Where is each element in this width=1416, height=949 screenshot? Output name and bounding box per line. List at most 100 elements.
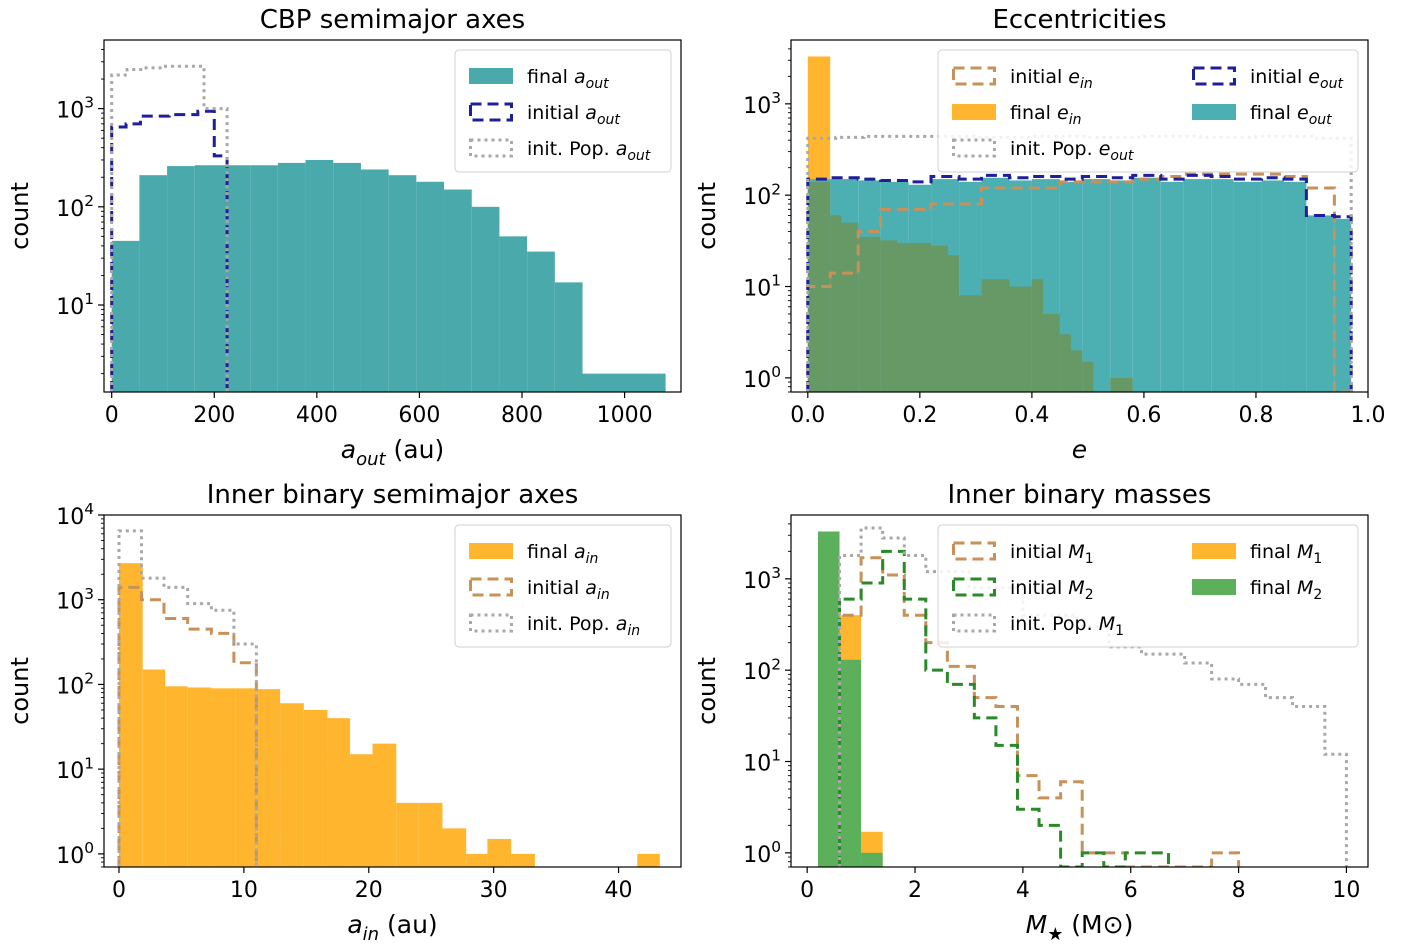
y-tick-label: 101 [56, 290, 94, 320]
panel-title: Inner binary semimajor axes [207, 480, 579, 510]
x-tick-label: 0 [112, 878, 126, 903]
legend-swatch [1192, 66, 1236, 86]
series-overlap-bar [931, 245, 948, 392]
series-overlap-bar [947, 255, 960, 392]
y-tick-label: 103 [56, 585, 94, 615]
panel-4: 0 2 4 6 8 10 100 101 102 103 Inner binary masses co… [693, 480, 1369, 945]
x-tick-label: 4 [1016, 878, 1030, 903]
series-fill-4-bar [1261, 180, 1284, 392]
series-fill-0-bar [442, 828, 467, 867]
legend-swatch [469, 68, 513, 84]
series-overlap-bar [897, 242, 932, 392]
legend: initial ein initial eout init. Pop. eout fi… [937, 49, 1359, 173]
x-axis-label: e [1072, 435, 1087, 464]
y-tick-label: 103 [56, 94, 94, 124]
legend: final ain initial ain init. Pop. ain [454, 524, 672, 648]
series-fill-0-bar [360, 169, 389, 392]
x-tick-label: 0 [800, 878, 814, 903]
legend-label: final ein [1010, 102, 1081, 128]
series-fill-0 [118, 563, 660, 867]
series-fill-0-bar [350, 754, 373, 867]
legend-label: initial M2 [1010, 577, 1094, 603]
series-fill-0-bar [277, 162, 306, 392]
series-fill-0-bar [167, 166, 195, 392]
legend-label: initial eout [1250, 66, 1343, 92]
legend-label: initial ein [1010, 66, 1093, 92]
series-overlap-bar [1059, 334, 1072, 392]
legend: final aout initial aout init. Pop. aout [454, 49, 672, 173]
series-fill-4-bar [1183, 179, 1212, 392]
legend-label: init. Pop. M1 [1010, 613, 1124, 639]
x-tick-label: 0.4 [1014, 403, 1049, 428]
x-axis-label: M★ (M⊙) [1026, 910, 1134, 945]
series-fill-0-bar [637, 853, 660, 867]
series-fill-0-bar [396, 802, 419, 867]
series-fill-0-bar [466, 853, 488, 867]
series-fill-0-bar [211, 688, 236, 867]
series-fill-0-bar [327, 718, 351, 867]
legend-label: init. Pop. aout [527, 138, 651, 164]
series-dashed-1 [110, 109, 229, 392]
series-fill-0-bar [142, 669, 166, 867]
legend-swatch [469, 102, 513, 122]
series-dashed-0 [806, 172, 1352, 392]
series-overlap-bar [858, 236, 881, 392]
series-fill-0-bar [165, 686, 188, 867]
legend-swatch [952, 577, 996, 597]
y-axis-label: count [693, 182, 721, 250]
series-fill-0-bar [118, 563, 143, 867]
plot-area [117, 529, 660, 867]
panel-3: 0 10 20 30 40 100 101 102 103 104 Inner binary sem… [6, 480, 682, 945]
x-tick-label: 400 [296, 403, 338, 428]
series-fill-0-bar [303, 709, 328, 867]
legend-swatch [1192, 579, 1236, 595]
x-axis-label: ain (au) [347, 910, 437, 945]
plot-area [806, 56, 1353, 392]
series-overlap [807, 181, 1133, 392]
y-tick-label: 101 [56, 754, 94, 784]
x-tick-label: 1000 [597, 403, 653, 428]
x-axis-label: aout (au) [341, 435, 444, 470]
legend-label: initial aout [527, 102, 620, 128]
series-fill-0-bar [111, 240, 140, 392]
series-fill-4-bar [1283, 181, 1307, 392]
panel-1: 0 200 400 600 800 1000 101 102 103 CBP semimajor … [6, 5, 682, 470]
series-fill-4-bar [839, 659, 862, 867]
legend-label: init. Pop. ain [527, 613, 640, 639]
y-tick-label: 102 [743, 180, 781, 210]
series-fill-0-bar [511, 853, 535, 867]
legend-swatch [469, 613, 513, 633]
series-overlap-bar [981, 279, 1010, 392]
series-dashed-1 [806, 173, 1353, 392]
series-fill-4-bar [861, 852, 883, 867]
series-fill-0-bar [194, 165, 223, 392]
series-fill-0-bar [372, 743, 397, 867]
x-tick-label: 0.0 [790, 403, 825, 428]
legend-swatch [469, 543, 513, 559]
series-overlap-bar [880, 240, 898, 392]
y-tick-label: 102 [743, 655, 781, 685]
legend-swatch [952, 104, 996, 120]
legend-swatch [952, 613, 996, 633]
series-fill-4-bar [1110, 180, 1133, 392]
series-fill-0-bar [444, 189, 472, 392]
series-fill-4-bar [1082, 179, 1111, 392]
series-fill-0-bar [388, 175, 417, 392]
series-dashed-1 [117, 585, 258, 867]
legend-swatch [952, 541, 996, 561]
series-fill-0-bar [256, 689, 281, 867]
legend: initial M1 initial M2 init. Pop. M1 final M… [937, 524, 1359, 648]
y-tick-label: 103 [743, 564, 781, 594]
panel-title: CBP semimajor axes [260, 5, 525, 35]
series-fill-0-bar [187, 687, 212, 867]
legend-swatch [952, 66, 996, 86]
series-fill-0-bar [139, 175, 168, 392]
x-tick-label: 0 [105, 403, 119, 428]
series-overlap-bar [1110, 377, 1122, 392]
axes-frame [103, 514, 682, 868]
series-fill-4-bar [817, 531, 840, 867]
x-tick-label: 1.0 [1351, 403, 1386, 428]
series-overlap-bar [841, 222, 859, 392]
series-fill-0-bar [416, 181, 445, 392]
